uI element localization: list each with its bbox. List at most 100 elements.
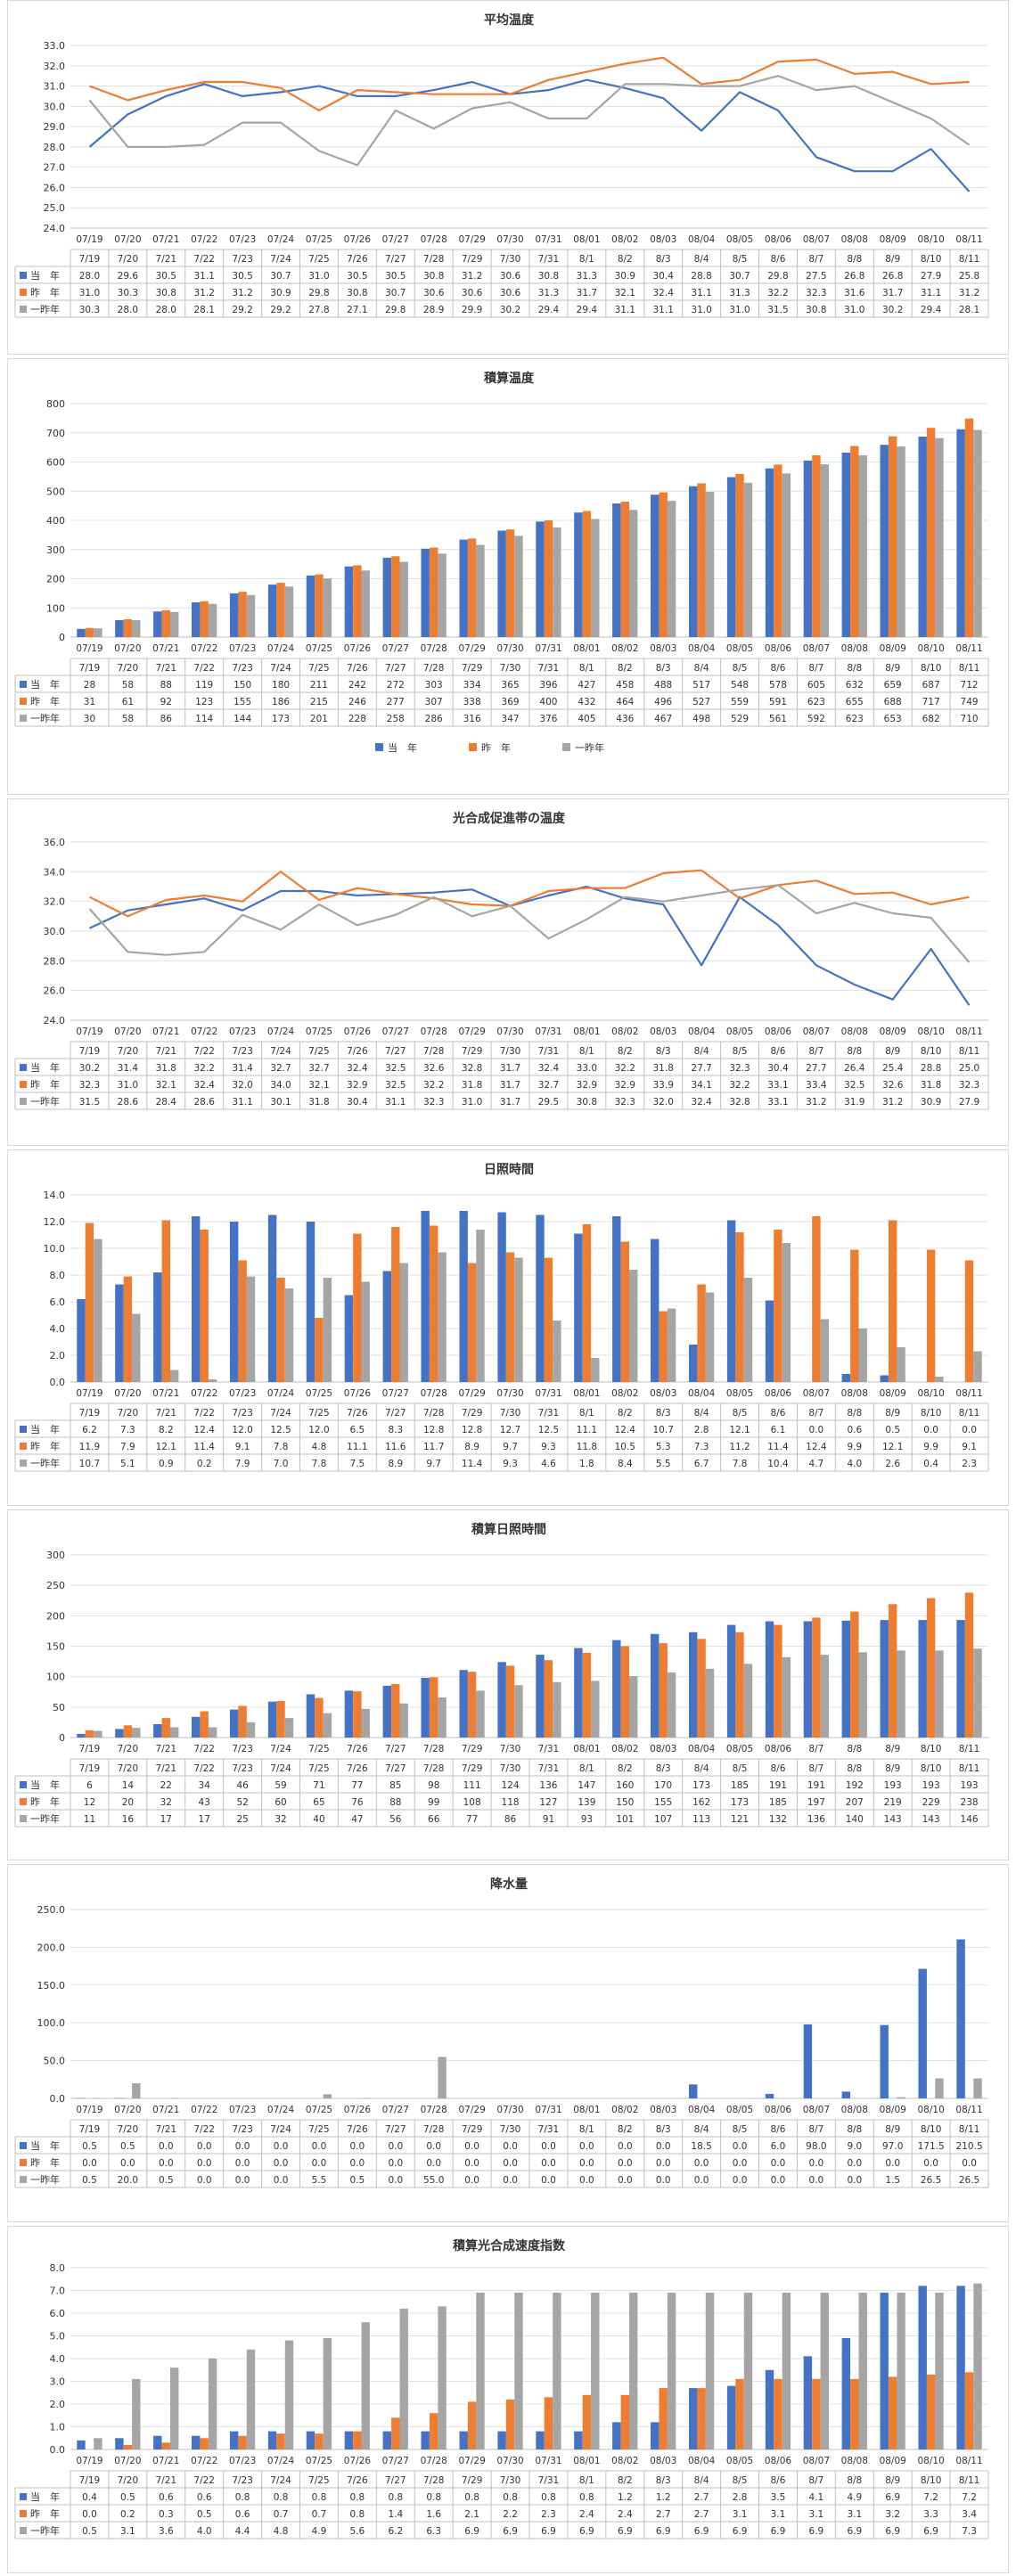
table-value-cell: 16 [122, 1814, 135, 1825]
chart-svg-3: 光合成促進帯の温度 24.0 26.0 28.0 30.0 32.0 34.0 36.0 07/… [14, 811, 989, 1110]
x-tick-label: 08/09 [880, 1388, 906, 1399]
table-header-cell: 8/1 [579, 663, 594, 674]
table-header-cell: 8/3 [656, 1763, 671, 1774]
x-tick-label: 07/31 [535, 234, 561, 245]
x-tick-label: 07/31 [535, 2456, 561, 2466]
table-value-cell: 185 [769, 1797, 787, 1808]
y-tick-label: 25.0 [44, 202, 66, 214]
table-header-cell: 8/9 [885, 2475, 900, 2486]
y-tick-label: 50 [53, 1702, 65, 1713]
table-header-cell: 7/23 [232, 1763, 253, 1774]
x-tick-label: 08/10 [917, 1026, 944, 1037]
bar [553, 1681, 561, 1738]
bar [430, 1677, 438, 1738]
bar [497, 1662, 506, 1738]
table-value-cell: 0.0 [809, 1425, 824, 1435]
bar [918, 437, 927, 637]
table-header-cell: 7/25 [308, 1763, 330, 1774]
table-value-cell: 22 [160, 1780, 172, 1791]
table-series-label: 当 年 [30, 1423, 60, 1435]
table-value-cell: 31.4 [118, 1063, 139, 1074]
table-value-cell: 467 [654, 714, 672, 724]
bar [820, 1319, 829, 1382]
bar [284, 1288, 294, 1382]
table-value-cell: 6.9 [923, 2526, 938, 2537]
table-value-cell: 0.6 [197, 2492, 212, 2503]
y-tick-label: 0.0 [50, 1377, 66, 1388]
bar [850, 1611, 859, 1738]
bar [735, 2378, 744, 2449]
bar [973, 2283, 982, 2449]
x-tick-label: 08/01 [573, 1744, 600, 1754]
table-header-cell: 7/29 [462, 1763, 483, 1774]
table-value-cell: 32 [274, 1814, 286, 1825]
bar [153, 2435, 162, 2449]
table-value-cell: 559 [731, 697, 749, 707]
x-tick-label: 7/30 [500, 1744, 521, 1754]
x-tick-label: 08/08 [841, 1388, 868, 1399]
x-tick-label: 07/27 [382, 643, 409, 654]
bar [267, 585, 277, 637]
table-value-cell: 28.8 [691, 271, 711, 282]
table-header-cell: 8/1 [579, 1046, 594, 1057]
y-tick-label: 24.0 [44, 223, 66, 234]
series-line-3 [88, 884, 971, 963]
table-value-cell: 52 [236, 1797, 248, 1808]
series-line-2 [89, 56, 970, 112]
chart-panel-1: 平均温度 24.0 25.0 26.0 27.0 28.0 29.0 30.0 31.0 32.0… [7, 0, 1009, 355]
table-value-cell: 0.0 [388, 2141, 403, 2152]
table-header-cell: 8/2 [618, 254, 633, 265]
table-value-cell: 32.2 [423, 1080, 444, 1091]
bar [505, 1252, 515, 1382]
table-value-cell: 28.6 [118, 1097, 139, 1108]
bar [803, 2356, 813, 2449]
table-value-cell: 0.8 [388, 2492, 403, 2503]
x-tick-label: 08/07 [803, 2105, 830, 2115]
table-value-cell: 242 [348, 680, 366, 691]
y-tick-label: 100 [46, 1672, 65, 1683]
table-value-cell: 193 [961, 1780, 979, 1791]
bar [85, 627, 94, 637]
bar [323, 578, 332, 637]
x-tick-label: 08/09 [880, 643, 906, 654]
table-value-cell: 143 [884, 1814, 902, 1825]
table-value-cell: 0.0 [464, 2141, 479, 2152]
y-tick-label: 8.0 [50, 2262, 66, 2274]
y-tick-label: 200 [46, 1610, 65, 1622]
table-value-cell: 31.3 [729, 288, 750, 298]
table-header-cell: 7/29 [462, 1046, 483, 1057]
bar [591, 1681, 600, 1738]
x-tick-label: 08/07 [803, 234, 830, 245]
table-header-cell: 8/4 [694, 1408, 709, 1419]
table-value-cell: 0.0 [274, 2175, 289, 2186]
bar [620, 1241, 629, 1382]
bar [956, 1939, 965, 2098]
table-header-cell: 7/22 [193, 254, 215, 265]
table-value-cell: 30.5 [156, 271, 176, 282]
table-value-cell: 140 [846, 1814, 864, 1825]
y-tick-label: 400 [46, 515, 65, 527]
table-value-cell: 150 [234, 680, 251, 691]
table-value-cell: 5.5 [312, 2175, 327, 2186]
table-value-cell: 488 [654, 680, 672, 691]
table-value-cell: 7.8 [312, 1459, 327, 1469]
table-header-cell: 8/8 [847, 1408, 862, 1419]
bar [612, 503, 621, 637]
y-tick-label: 200 [46, 574, 65, 585]
table-series-label: 一昨年 [30, 2173, 60, 2186]
table-value-cell: 0.0 [388, 2175, 403, 2186]
bar [208, 1379, 217, 1382]
legend-swatch [20, 1798, 27, 1805]
table-value-cell: 11.1 [577, 1425, 597, 1435]
y-tick-label: 30.0 [44, 101, 66, 112]
table-value-cell: 527 [692, 697, 710, 707]
x-tick-label: 07/20 [114, 643, 141, 654]
bar [574, 2431, 583, 2449]
table-value-cell: 11 [84, 1814, 95, 1825]
table-value-cell: 32.3 [806, 288, 826, 298]
bar [315, 2433, 324, 2449]
bar [132, 620, 141, 637]
x-tick-label: 07/19 [76, 2456, 102, 2466]
table-value-cell: 30.9 [615, 271, 635, 282]
table-header-cell: 8/7 [808, 2475, 823, 2486]
